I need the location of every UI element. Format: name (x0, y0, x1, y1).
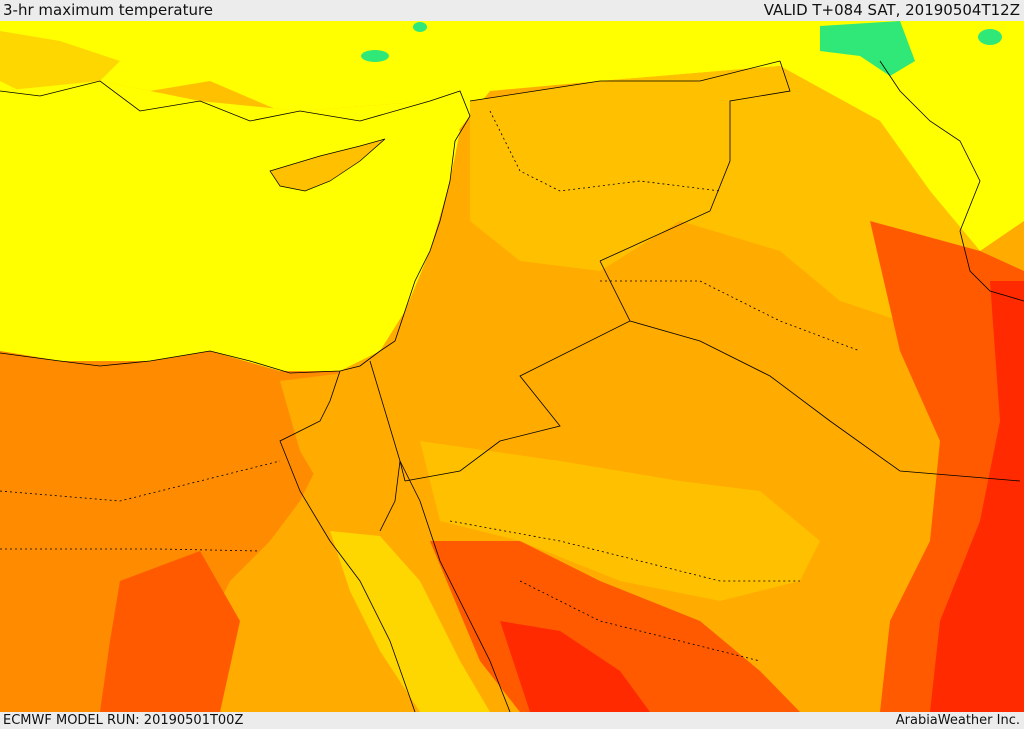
model-run: ECMWF MODEL RUN: 20190501T00Z (3, 713, 244, 728)
border-syria-jordan (469, 60, 781, 102)
warm-patch-turkey-west (0, 31, 120, 91)
province-border-6 (519, 580, 761, 662)
border-egypt-israel (369, 360, 406, 482)
iraq-syria-region (470, 66, 980, 341)
temperature-map (0, 21, 1024, 712)
province-border-2 (600, 280, 861, 352)
nile-valley-hot-patch (100, 551, 240, 712)
valid-time: VALID T+084 SAT, 20190504T12Z (763, 1, 1020, 19)
coastlines (0, 60, 1024, 712)
hottest-region-east (930, 281, 1024, 712)
central-arabia (420, 441, 820, 601)
border-syria-iraq (599, 60, 791, 262)
footer-bar: ECMWF MODEL RUN: 20190501T00Z ArabiaWeat… (0, 712, 1024, 729)
coastline-arabia-red-sea (399, 460, 511, 712)
border-iraq-saudi (629, 320, 1021, 482)
product-title: 3-hr maximum temperature (3, 1, 214, 19)
coastline-gulf-of-aqaba (379, 460, 401, 532)
sinai-region (280, 371, 400, 521)
province-border-3 (0, 460, 281, 502)
credit-label: ArabiaWeather Inc. (895, 713, 1020, 728)
title-bar: 3-hr maximum temperature VALID T+084 SAT… (0, 0, 1024, 21)
cold-patch-northeast (820, 21, 915, 76)
national-borders (369, 60, 1021, 482)
turkey-region (0, 21, 1024, 251)
red-sea (330, 531, 490, 712)
cyprus (269, 138, 386, 192)
province-borders (0, 110, 861, 662)
mediterranean-sea (0, 81, 460, 371)
cold-patch-north (361, 50, 389, 62)
province-border-1 (489, 110, 721, 192)
coastline-persian-gulf (879, 60, 1024, 302)
province-border-4 (0, 548, 261, 552)
coastline-red-sea (279, 370, 416, 712)
hejaz-hottest (500, 621, 650, 712)
cold-patch-north-small (413, 22, 427, 32)
egypt-region (0, 351, 340, 712)
cold-patch-east (978, 29, 1002, 45)
coastline-north (0, 80, 471, 374)
